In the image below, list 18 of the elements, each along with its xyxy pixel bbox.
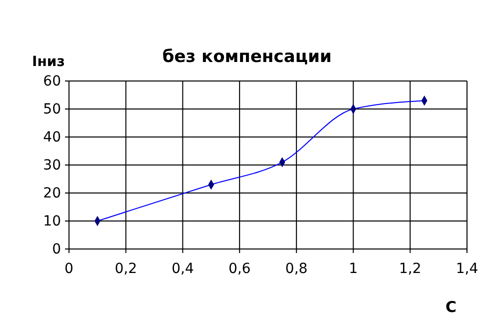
x-tick-label: 0 [64,260,74,277]
x-tick-label: 0,4 [172,260,194,277]
x-tick-label: 1 [348,260,358,277]
y-tick-label: 30 [43,157,61,174]
y-tick-label: 50 [43,101,61,118]
x-axis-title: С [445,298,457,316]
y-tick-label: 60 [43,73,61,90]
y-tick-label: 10 [43,213,61,230]
y-axis-title: Iниз [32,54,65,70]
y-tick-label: 0 [52,241,61,258]
x-tick-label: 1,4 [456,260,478,277]
chart-title: без компенсации [162,47,332,67]
y-tick-label: 40 [43,129,61,146]
x-tick-label: 0,2 [114,260,137,277]
x-tick-label: 0,8 [285,260,308,277]
x-tick-label: 1,2 [399,260,422,277]
y-tick-label: 20 [43,185,61,202]
x-tick-label: 0,6 [228,260,251,277]
